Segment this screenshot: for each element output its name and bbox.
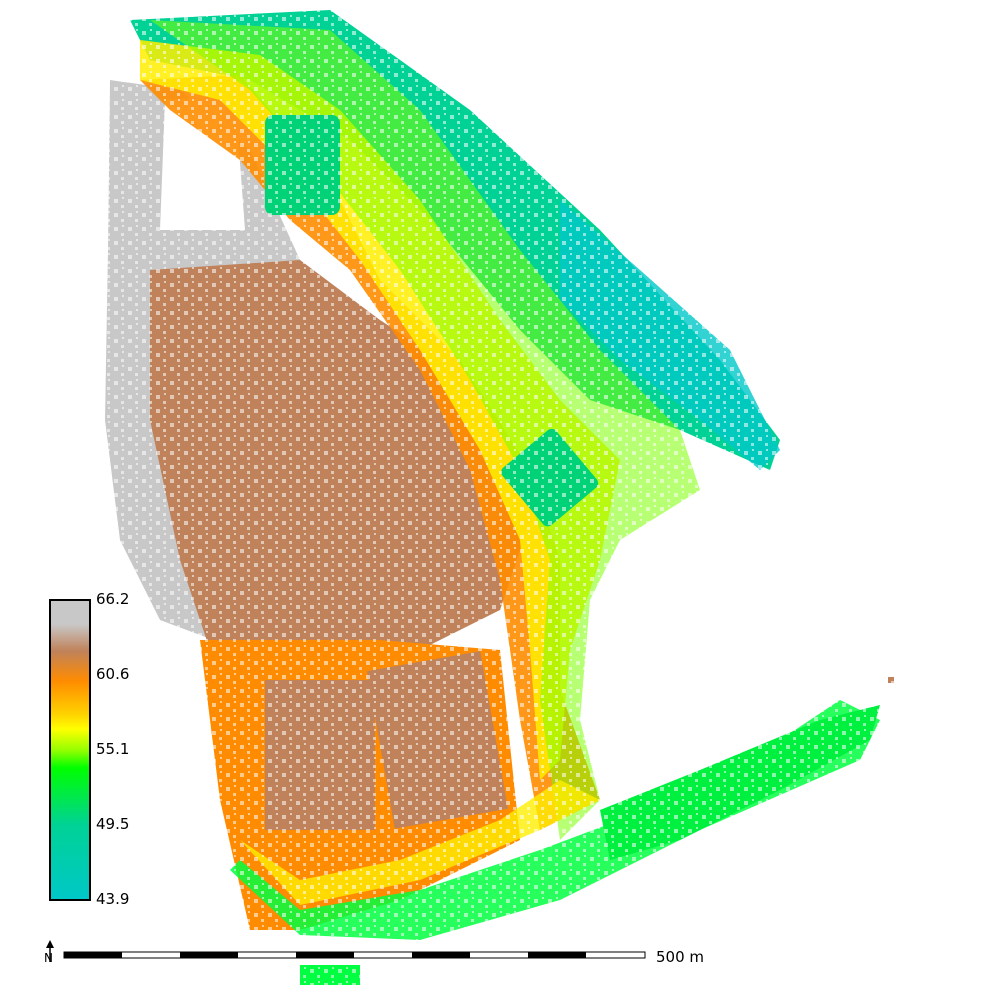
legend-tick-max: 66.2 (96, 590, 130, 608)
scale-segment-1 (64, 952, 122, 958)
scale-segment-7 (412, 952, 470, 958)
scale-bar (63, 951, 646, 959)
legend-color-bar (49, 599, 91, 901)
terrain-layer (100, 0, 900, 1000)
texture-overlay (100, 0, 900, 1000)
legend-tick-4: 49.5 (96, 815, 130, 833)
north-label: N (44, 951, 53, 965)
scale-segment-9 (528, 952, 586, 958)
scale-bar-label: 500 m (656, 948, 705, 966)
scale-segment-5 (296, 952, 354, 958)
color-legend (49, 599, 91, 901)
legend-tick-min: 43.9 (96, 890, 130, 908)
scale-segment-3 (180, 952, 238, 958)
north-arrow-icon: N (44, 940, 54, 965)
legend-tick-mid: 55.1 (96, 740, 130, 758)
legend-tick-2: 60.6 (96, 665, 130, 683)
